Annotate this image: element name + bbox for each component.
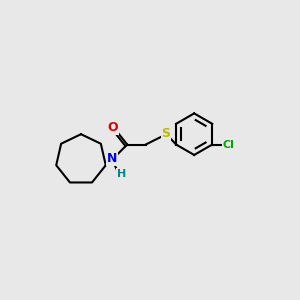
Text: S: S — [161, 127, 170, 140]
Text: Cl: Cl — [222, 140, 234, 150]
Text: H: H — [117, 169, 126, 179]
Text: O: O — [107, 121, 118, 134]
Text: N: N — [107, 152, 117, 165]
